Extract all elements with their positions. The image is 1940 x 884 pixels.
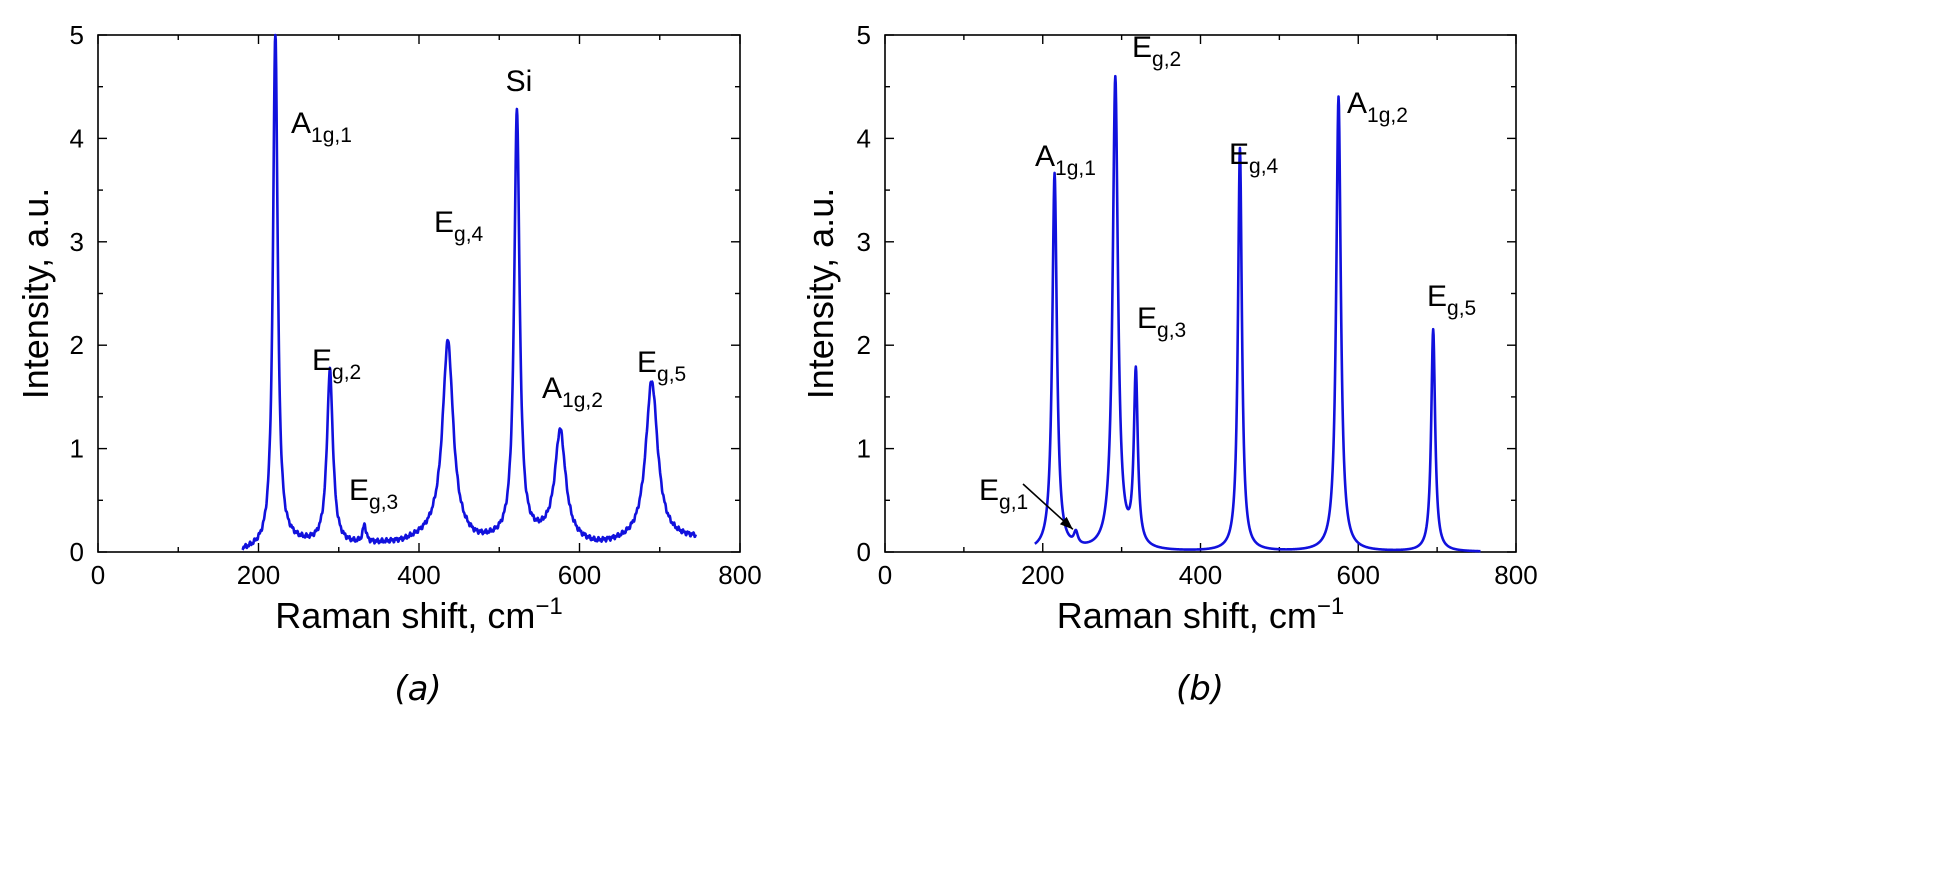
peak-label-a1g1: A1g,1: [1035, 140, 1096, 180]
x-tick-label: 600: [558, 560, 601, 590]
y-tick-label: 3: [857, 227, 871, 257]
x-tick-label: 800: [718, 560, 761, 590]
panel-caption: (b): [1176, 669, 1224, 709]
x-tick-label: 400: [397, 560, 440, 590]
y-tick-label: 3: [70, 227, 84, 257]
x-axis-title: Raman shift, cm−1: [275, 593, 562, 636]
y-tick-label: 1: [70, 434, 84, 464]
x-axis-title: Raman shift, cm−1: [1057, 593, 1344, 636]
y-axis-title: Intensity, a.u.: [800, 188, 841, 399]
peak-label-eg3: Eg,3: [1137, 302, 1186, 342]
y-tick-label: 2: [857, 330, 871, 360]
peak-label-eg2: Eg,2: [1132, 31, 1181, 71]
peak-label-a1g1: A1g,1: [291, 107, 352, 147]
peak-label-a1g2: A1g,2: [1347, 87, 1408, 127]
y-tick-label: 1: [857, 434, 871, 464]
x-tick-label: 0: [91, 560, 105, 590]
x-tick-label: 200: [1021, 560, 1064, 590]
panel-caption: (a): [394, 669, 441, 709]
y-tick-label: 5: [70, 20, 84, 50]
peak-label-eg3: Eg,3: [349, 474, 398, 514]
x-tick-label: 800: [1494, 560, 1537, 590]
peak-label-eg5: Eg,5: [1427, 280, 1476, 320]
y-tick-label: 0: [70, 537, 84, 567]
spectrum-line: [1033, 74, 1482, 553]
peak-label-a1g2: A1g,2: [542, 372, 603, 412]
x-tick-label: 600: [1337, 560, 1380, 590]
y-tick-label: 4: [70, 123, 84, 153]
peak-label-eg5: Eg,5: [637, 346, 686, 386]
y-tick-label: 2: [70, 330, 84, 360]
x-tick-label: 0: [878, 560, 892, 590]
y-tick-label: 5: [857, 20, 871, 50]
x-tick-label: 400: [1179, 560, 1222, 590]
annotation-arrowhead: [1059, 516, 1073, 530]
x-tick-label: 200: [237, 560, 280, 590]
peak-label-si: Si: [506, 65, 533, 98]
peak-label-eg2: Eg,2: [312, 344, 361, 384]
y-axis-title: Intensity, a.u.: [15, 188, 56, 399]
spectrum-line: [241, 33, 698, 551]
peak-label-eg4: Eg,4: [1229, 138, 1279, 178]
peak-label-eg4: Eg,4: [434, 206, 484, 246]
y-tick-label: 4: [857, 123, 871, 153]
chart-panel-b: 0 200 400 600 800 0 1 2 3 4 5 A1g,1 Eg,1 Eg,2 Eg,3 Eg,4…: [800, 20, 1538, 709]
chart-panel-a: 0 200 400 600 800 0 1 2 3 4 5 A1g,1 Eg,2 Eg,3 Eg,4 Si A1…: [15, 20, 762, 709]
peak-label-eg1: Eg,1: [979, 474, 1028, 514]
y-tick-label: 0: [857, 537, 871, 567]
